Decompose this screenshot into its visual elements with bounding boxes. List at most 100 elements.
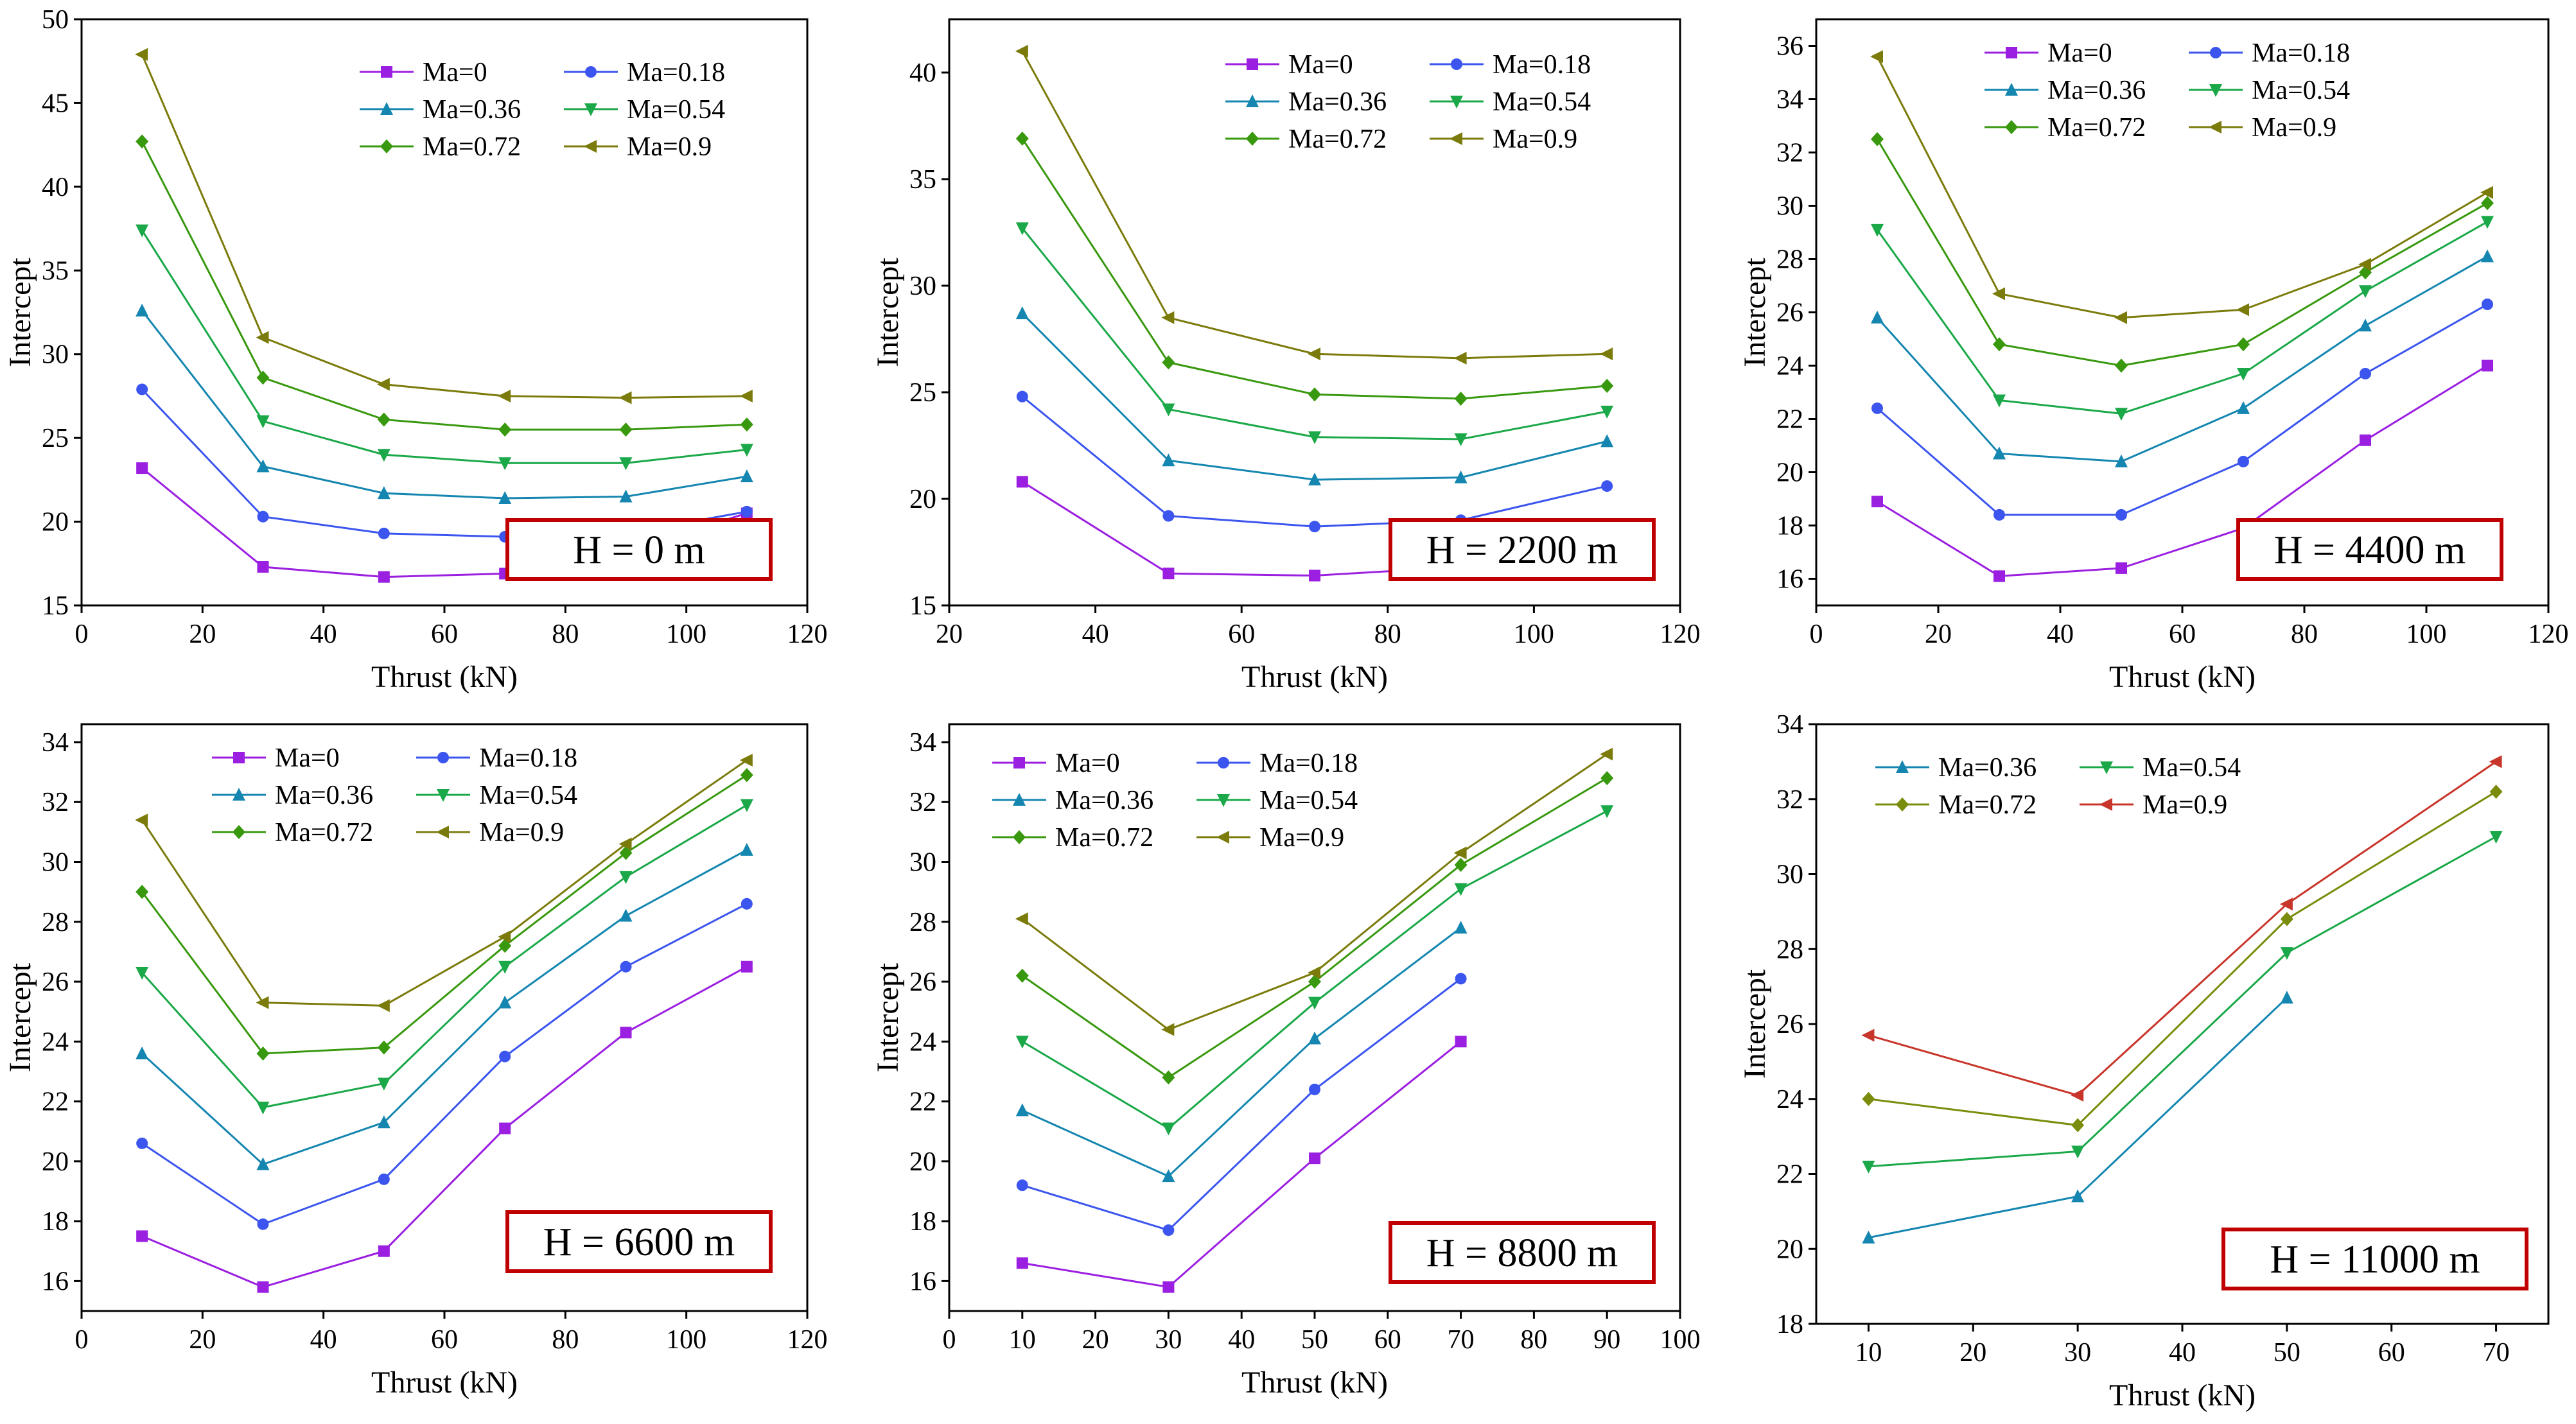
data-point	[1308, 996, 1321, 1010]
data-point	[739, 389, 753, 403]
y-axis-label: Intercept	[871, 257, 905, 367]
data-point	[136, 967, 149, 980]
x-tick-label: 60	[1374, 1325, 1401, 1355]
data-point	[378, 571, 390, 583]
x-tick-label: 10	[1855, 1338, 1882, 1368]
legend-item: Ma=0.36	[1225, 87, 1387, 117]
x-tick-label: 10	[1009, 1325, 1036, 1355]
data-point	[1454, 391, 1468, 406]
legend-item: Ma=0	[1225, 50, 1353, 80]
y-tick-label: 34	[42, 728, 69, 758]
series-Ma=0.9	[1015, 44, 1613, 365]
y-tick-label: 30	[42, 848, 69, 878]
y-tick-label: 20	[1776, 458, 1803, 488]
series-line	[1022, 978, 1462, 1231]
legend-marker	[2005, 120, 2018, 134]
data-point	[135, 48, 148, 61]
chart-panel-a: 0 20 40 60 80 100 120 15 20 25 30 35 40 45 50 Thrust (k…	[3, 5, 828, 694]
y-tick-label: 30	[1776, 192, 1803, 221]
data-point	[1015, 1036, 1029, 1049]
x-tick-label: 80	[552, 1325, 579, 1355]
data-point	[1992, 287, 2005, 300]
altitude-box	[1389, 518, 1656, 581]
legend-marker	[2100, 761, 2113, 774]
data-point	[2482, 360, 2493, 372]
x-tick-label: 60	[2169, 620, 2196, 649]
y-tick-label: 26	[1776, 1010, 1803, 1039]
legend-marker	[381, 66, 392, 78]
y-tick-label: 20	[909, 485, 936, 514]
series-line	[1021, 395, 1608, 528]
data-point	[1600, 434, 1614, 447]
legend-item: Ma=0.72	[212, 818, 373, 847]
chart-panel-d: 0 20 40 60 80 100 120 16 18 20 22 24 26 28 30 32 34 Thrus…	[3, 723, 828, 1400]
legend-label: Ma=0	[275, 743, 340, 773]
y-tick-label: 15	[42, 591, 69, 621]
x-tick-label: 80	[1374, 620, 1401, 649]
data-point	[740, 505, 753, 517]
data-point	[1162, 510, 1175, 522]
series-Ma=0.18	[136, 898, 753, 1230]
legend-marker	[1218, 757, 1229, 768]
data-point	[2237, 337, 2250, 352]
data-point	[1015, 968, 1029, 983]
y-axis-label: Intercept	[3, 257, 37, 367]
data-point	[1862, 1230, 1875, 1244]
legend-item: Ma=0.9	[564, 132, 712, 162]
legend-item: Ma=0.36	[212, 781, 373, 810]
data-point	[2489, 785, 2503, 799]
series-line	[141, 966, 748, 1289]
series-line	[1877, 365, 2488, 577]
altitude-label: H = 4400 m	[2274, 528, 2466, 572]
data-point	[256, 331, 269, 344]
legend-marker	[1216, 831, 1229, 844]
y-axis-label: Intercept	[1738, 257, 1772, 367]
data-point	[619, 871, 633, 884]
altitude-label: H = 0 m	[573, 528, 705, 572]
legend-marker	[2210, 47, 2221, 58]
altitude-box	[2236, 518, 2503, 581]
legend-marker	[380, 102, 393, 115]
x-tick-label: 20	[189, 620, 216, 649]
data-point	[135, 813, 148, 827]
x-tick-label: 0	[75, 620, 89, 649]
x-axis-label: Thrust (kN)	[1241, 660, 1388, 694]
x-tick-label: 40	[2047, 620, 2074, 649]
data-point	[1309, 1152, 1320, 1165]
data-point	[2481, 196, 2494, 211]
series-Ma=0	[136, 960, 753, 1293]
data-point	[136, 303, 149, 317]
legend-label: Ma=0.54	[627, 95, 725, 125]
y-tick-label: 25	[42, 424, 69, 453]
data-point	[1862, 1091, 1875, 1106]
data-point	[256, 996, 269, 1009]
data-point	[256, 459, 270, 473]
data-point	[1308, 431, 1321, 444]
data-point	[377, 486, 390, 499]
legend-marker	[232, 825, 245, 839]
legend-marker	[1450, 96, 1463, 109]
x-tick-label: 100	[666, 620, 706, 649]
x-axis-label: Thrust (kN)	[2109, 660, 2256, 694]
series-Ma=0.9	[1870, 50, 2493, 324]
legend-item: Ma=0.54	[2080, 753, 2241, 783]
data-point	[377, 412, 390, 427]
y-tick-label: 34	[1776, 710, 1803, 740]
y-tick-label: 16	[42, 1267, 69, 1296]
data-point	[2071, 1145, 2085, 1159]
legend-item: Ma=0.72	[360, 132, 521, 162]
data-point	[740, 960, 753, 973]
series-Ma=0	[1016, 1036, 1467, 1293]
legend-item: Ma=0.9	[416, 818, 564, 847]
data-point	[136, 383, 148, 395]
series-line	[141, 309, 748, 499]
series-line	[141, 388, 748, 538]
data-point	[2482, 299, 2493, 311]
data-point	[1015, 131, 1029, 146]
series-Ma=0.36	[1015, 306, 1614, 486]
data-point	[1454, 433, 1468, 447]
legend-label: Ma=0.54	[1493, 87, 1591, 117]
data-point	[2237, 367, 2250, 381]
y-tick-label: 26	[42, 968, 69, 997]
